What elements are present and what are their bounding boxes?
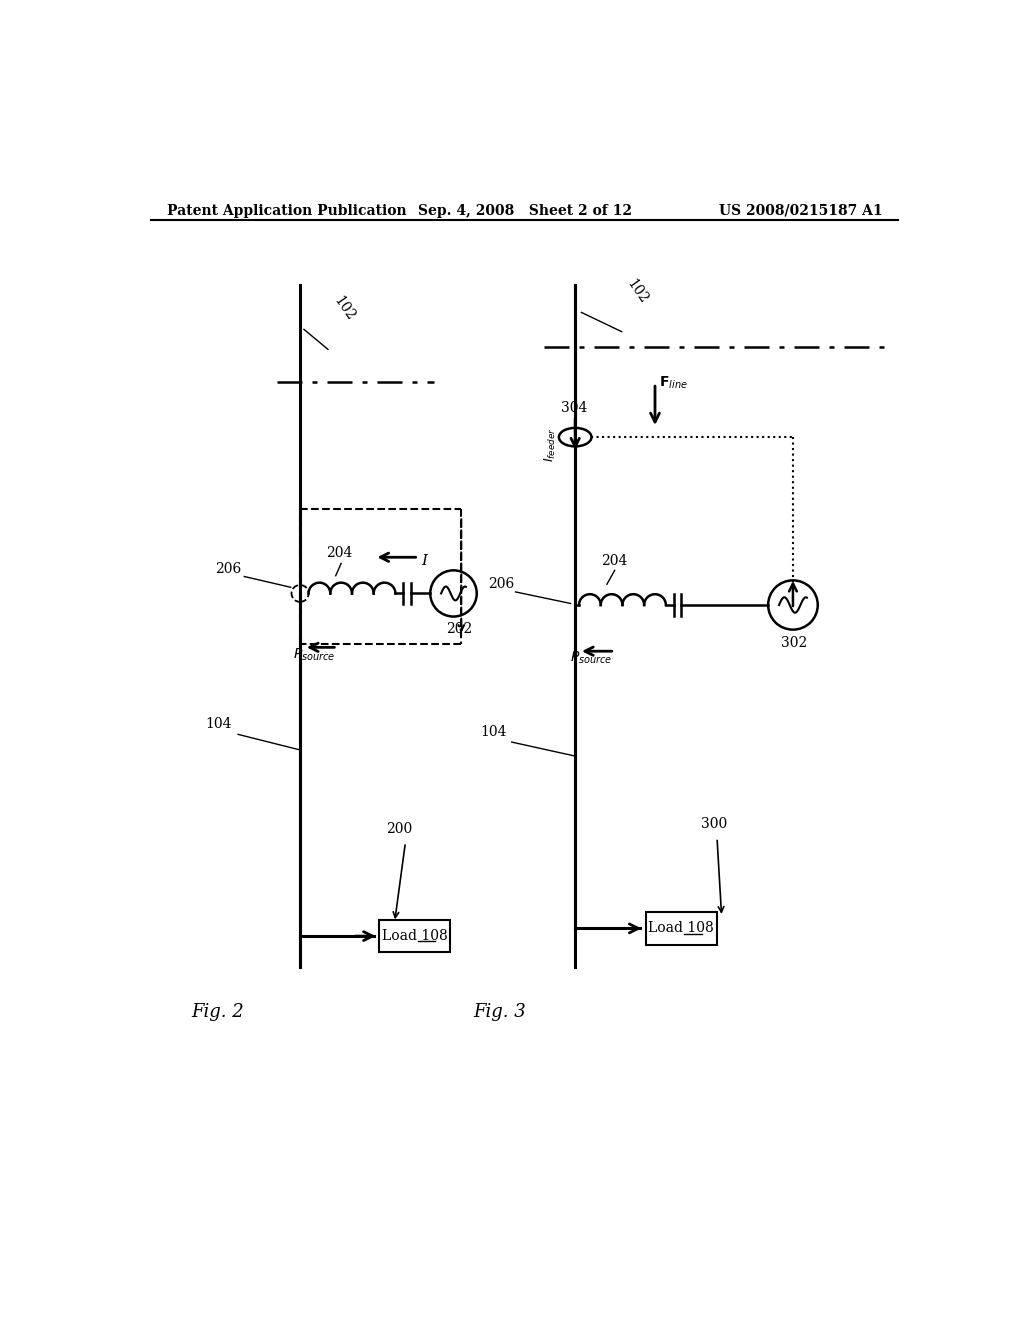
- Text: 304: 304: [561, 401, 588, 416]
- Text: $P_{source}$: $P_{source}$: [570, 649, 612, 667]
- Text: I: I: [421, 554, 427, 568]
- Text: 204: 204: [601, 554, 627, 568]
- Text: 104: 104: [480, 725, 507, 739]
- Text: Load 108: Load 108: [382, 929, 447, 942]
- Text: 200: 200: [386, 822, 413, 836]
- Text: 302: 302: [781, 636, 808, 651]
- Text: US 2008/0215187 A1: US 2008/0215187 A1: [719, 203, 883, 218]
- Text: 202: 202: [445, 623, 472, 636]
- Text: Fig. 3: Fig. 3: [473, 1003, 525, 1020]
- Text: 204: 204: [326, 546, 352, 560]
- Text: Load 108: Load 108: [648, 921, 714, 936]
- Text: 300: 300: [701, 817, 728, 832]
- Text: 102: 102: [624, 276, 650, 306]
- Text: $\mathbf{F}_{line}$: $\mathbf{F}_{line}$: [658, 375, 687, 392]
- Text: 206: 206: [215, 562, 241, 576]
- Text: 104: 104: [206, 717, 232, 731]
- Text: 102: 102: [331, 293, 357, 323]
- Text: Sep. 4, 2008   Sheet 2 of 12: Sep. 4, 2008 Sheet 2 of 12: [418, 203, 632, 218]
- Text: $P_{source}$: $P_{source}$: [293, 645, 336, 663]
- Text: Fig. 2: Fig. 2: [191, 1003, 245, 1020]
- Text: Patent Application Publication: Patent Application Publication: [167, 203, 407, 218]
- Text: $I_{feeder}$: $I_{feeder}$: [543, 428, 558, 462]
- Text: 206: 206: [487, 577, 514, 591]
